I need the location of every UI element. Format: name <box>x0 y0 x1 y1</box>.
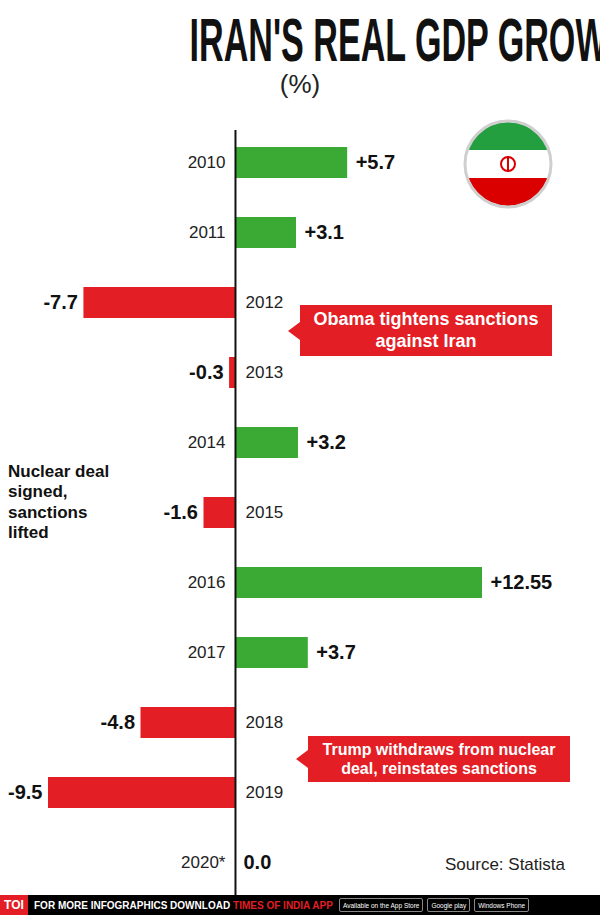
svg-text:2018: 2018 <box>245 713 283 732</box>
svg-text:2017: 2017 <box>188 643 226 662</box>
svg-text:2012: 2012 <box>245 293 283 312</box>
svg-text:2010: 2010 <box>188 153 226 172</box>
svg-text:-7.7: -7.7 <box>43 291 77 313</box>
html-text:Trump withdraws from nuclear d: Trump withdraws from nuclear deal, reins… <box>322 741 556 778</box>
svg-text:+3.7: +3.7 <box>316 641 355 663</box>
svg-text:+3.1: +3.1 <box>305 221 344 243</box>
svg-text:-4.8: -4.8 <box>101 711 135 733</box>
svg-text:2014: 2014 <box>188 433 226 452</box>
html-text:Google play: Google play <box>431 902 467 909</box>
svg-text:+3.2: +3.2 <box>306 431 345 453</box>
html-text:Available on the App Store: Available on the App Store <box>342 902 420 909</box>
svg-text:2015: 2015 <box>245 503 283 522</box>
html-text:Obama tightens sanctions again: Obama tightens sanctions against Iran <box>313 309 539 351</box>
html-text:Source: Statista: Source: Statista <box>445 855 565 874</box>
html-text:TOI: TOI <box>4 898 24 912</box>
svg-text:-1.6: -1.6 <box>164 501 198 523</box>
svg-text:+12.55: +12.55 <box>491 571 553 593</box>
svg-text:0.0: 0.0 <box>243 851 271 873</box>
svg-text:2019: 2019 <box>245 783 283 802</box>
html-text:FOR MORE INFOGRAPHICS DOWNLOAD: FOR MORE INFOGRAPHICS DOWNLOAD TIMES OF … <box>34 899 333 911</box>
svg-text:2016: 2016 <box>188 573 226 592</box>
html-text:Nuclear deal signed, sanctions: Nuclear deal signed, sanctions lifted <box>8 462 110 543</box>
svg-text:2011: 2011 <box>189 223 226 242</box>
svg-text:-9.5: -9.5 <box>8 781 42 803</box>
html-text:Windows Phone: Windows Phone <box>478 902 526 909</box>
svg-text:+5.7: +5.7 <box>356 151 395 173</box>
svg-text:2020*: 2020* <box>181 853 226 872</box>
svg-text:2013: 2013 <box>245 363 283 382</box>
svg-text:-0.3: -0.3 <box>189 361 223 383</box>
